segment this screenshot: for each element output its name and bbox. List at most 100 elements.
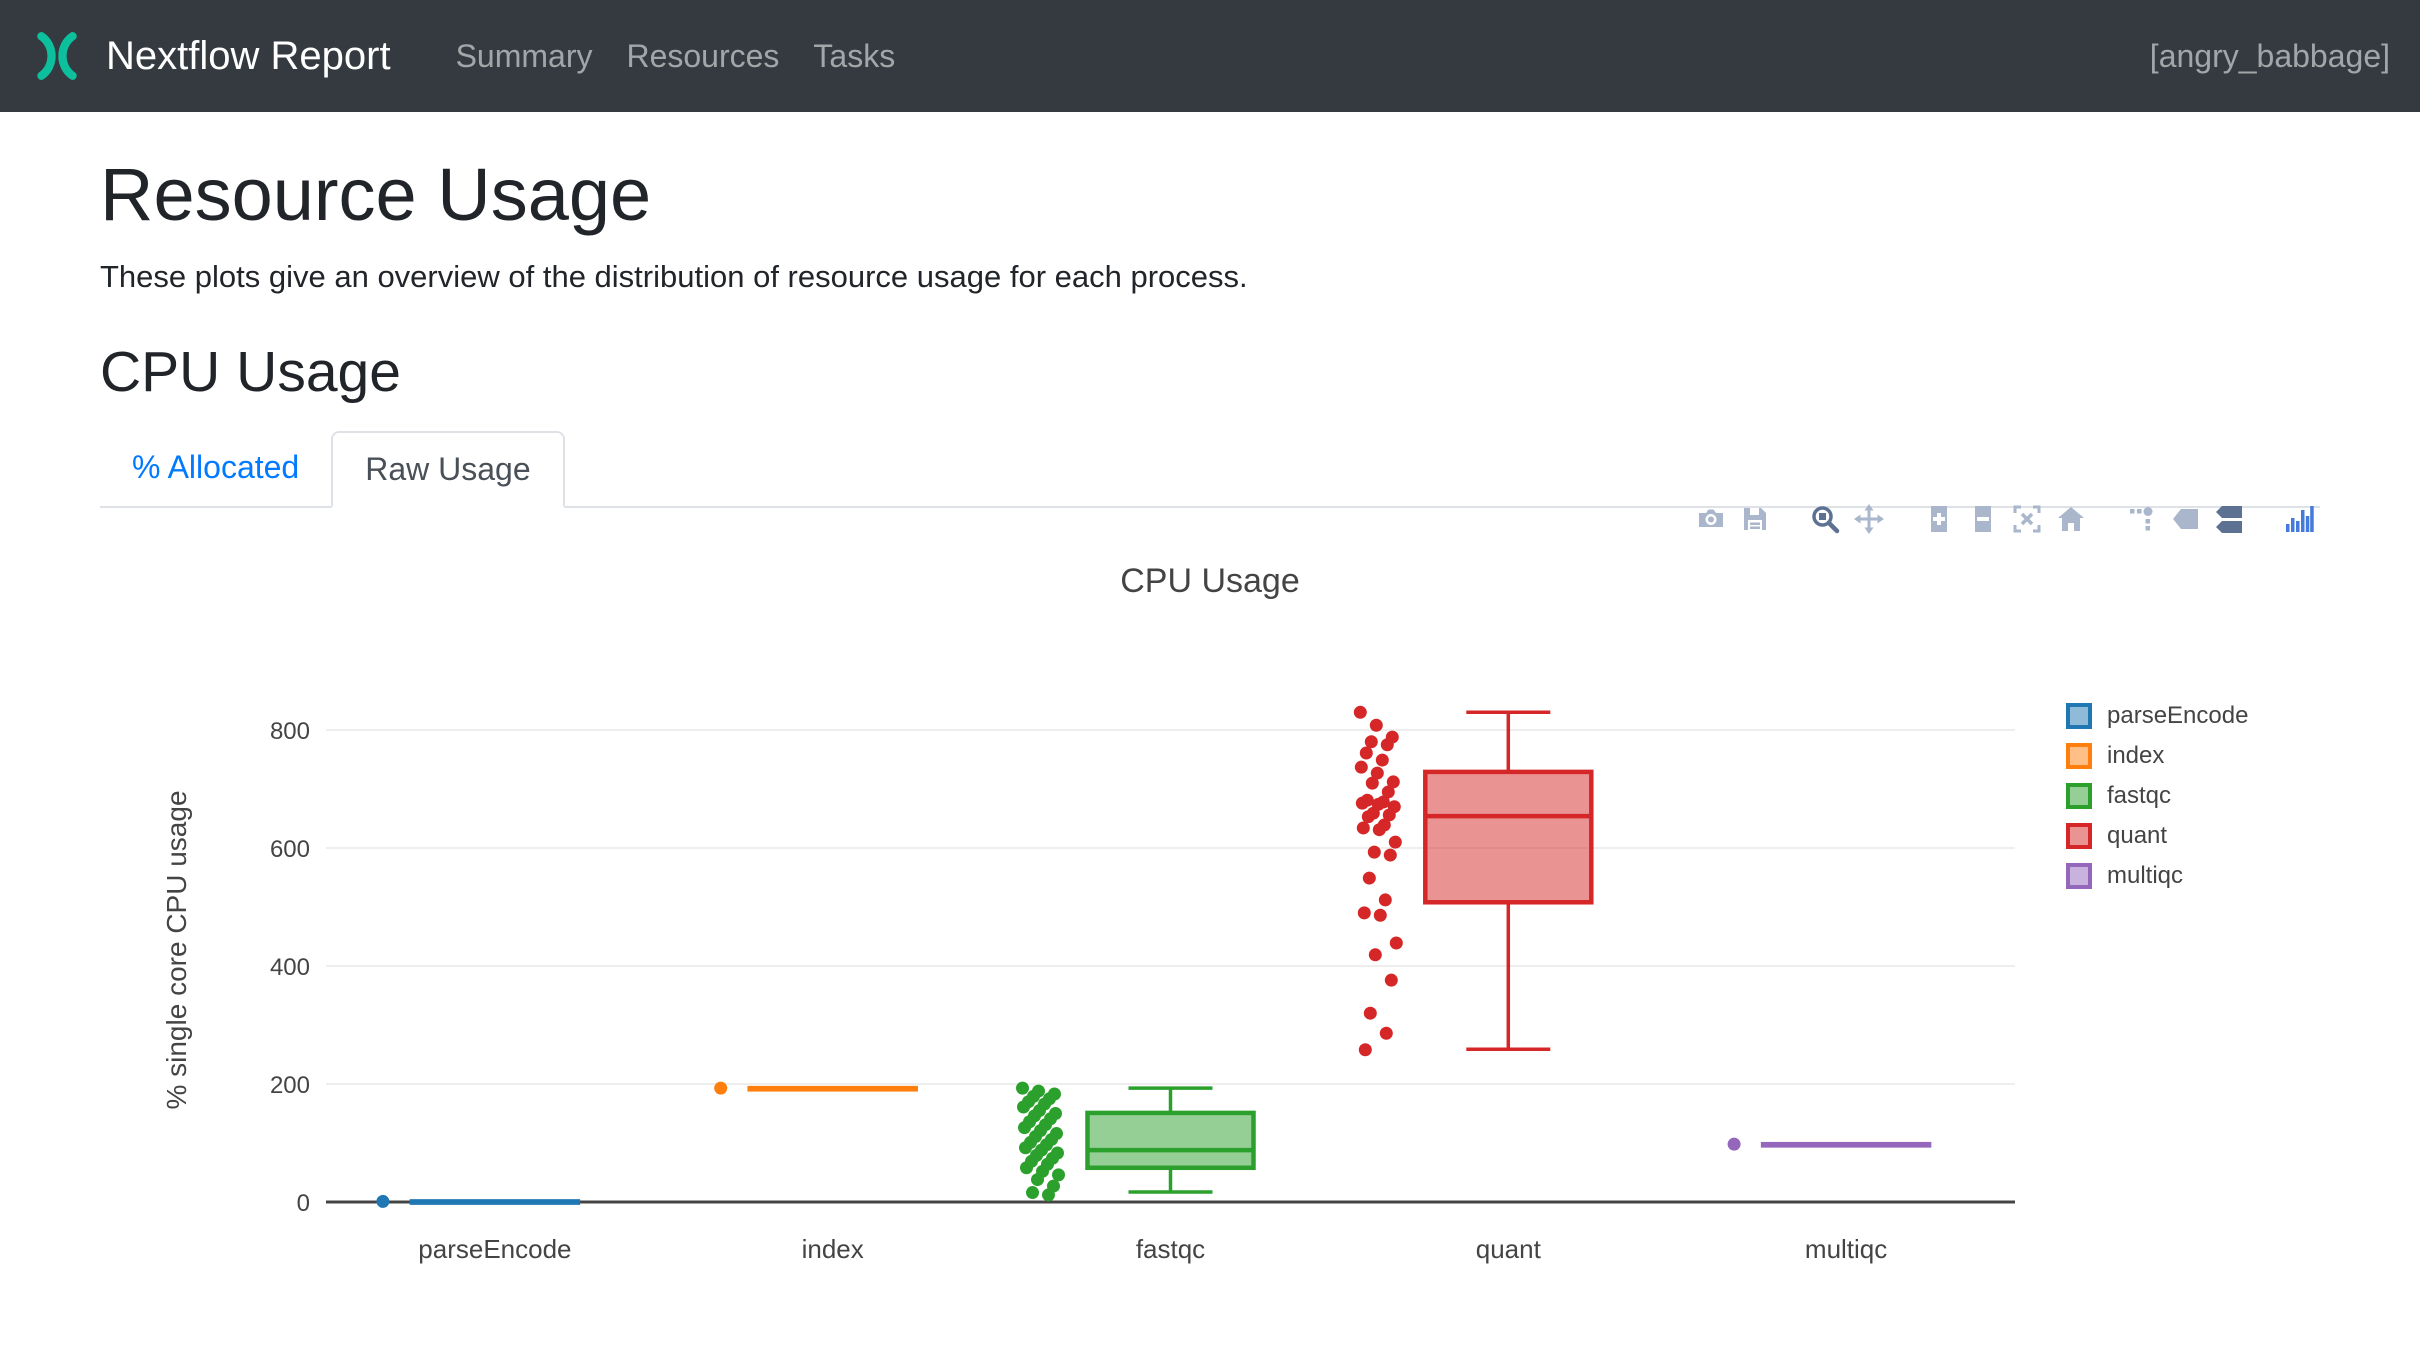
pan-icon[interactable]: [1854, 504, 1884, 534]
box-fastqc: [1085, 1110, 1256, 1171]
legend-marker-multiqc: [2066, 863, 2092, 889]
scatter-point: [1359, 746, 1373, 760]
scatter-point: [1365, 776, 1379, 790]
nav-link-resources[interactable]: Resources: [626, 37, 780, 74]
legend-label: multiqc: [2107, 862, 2184, 889]
scatter-point: [1031, 1173, 1044, 1187]
series-multiqc: [1727, 1137, 1932, 1151]
legend-marker-parseEncode: [2066, 703, 2092, 729]
run-name: [angry_babbage]: [2149, 37, 2390, 74]
legend-item-multiqc[interactable]: multiqc: [2066, 862, 2248, 890]
x-tick-label-multiqc: multiqc: [1805, 1234, 1887, 1264]
y-tick-label: 200: [270, 1072, 310, 1099]
x-tick-label-parseEncode: parseEncode: [418, 1234, 571, 1264]
scatter-point: [1018, 1121, 1031, 1135]
legend-label: quant: [2107, 822, 2168, 849]
box-index: [747, 1085, 918, 1092]
x-tick-label-index: index: [802, 1234, 864, 1264]
scatter-point: [1363, 1006, 1377, 1020]
series-parseEncode: [376, 1194, 581, 1208]
scatter-point: [1368, 948, 1382, 962]
y-tick-label: 0: [297, 1190, 310, 1217]
scatter-point: [1020, 1161, 1033, 1175]
x-tick-label-quant: quant: [1476, 1234, 1542, 1264]
y-axis-title: % single core CPU usage: [161, 790, 192, 1109]
scatter-point: [1362, 871, 1376, 885]
legend-item-parseEncode[interactable]: parseEncode: [2066, 702, 2248, 730]
scatter-point: [1358, 1043, 1372, 1057]
chart-title: CPU Usage: [1120, 562, 1300, 600]
scatter-point: [1357, 906, 1371, 920]
legend-marker-index: [2066, 743, 2092, 769]
scatter-point: [1373, 908, 1387, 922]
navbar: Nextflow Report Summary Resources Tasks …: [0, 0, 2420, 112]
scatter-point: [1378, 893, 1392, 907]
app-title: Nextflow Report: [106, 33, 391, 78]
scatter-point: [1379, 1026, 1393, 1040]
x-tick-label-fastqc: fastqc: [1136, 1234, 1205, 1264]
plotly-logo-icon[interactable]: [2284, 504, 2314, 534]
tab-bar: % Allocated Raw Usage: [100, 431, 2320, 509]
series-quant: [1353, 705, 1594, 1057]
scatter-point: [714, 1081, 728, 1095]
page-subtitle: These plots give an overview of the dist…: [100, 259, 1248, 295]
spike-lines-icon[interactable]: [2126, 504, 2156, 534]
chart-legend: parseEncode index fastqc quant multiqc: [2066, 702, 2248, 902]
legend-item-index[interactable]: index: [2066, 742, 2248, 770]
zoom-in-icon[interactable]: [1924, 504, 1954, 534]
hover-closest-icon[interactable]: [2170, 504, 2200, 534]
scatter-point: [1383, 848, 1397, 862]
series-index: [714, 1081, 918, 1095]
scatter-point: [1042, 1188, 1055, 1202]
series-fastqc: [1016, 1081, 1256, 1202]
page-title: Resource Usage: [100, 153, 652, 236]
legend-label: parseEncode: [2107, 702, 2249, 729]
scatter-point: [1382, 808, 1396, 822]
zoom-icon[interactable]: [1810, 504, 1840, 534]
scatter-point: [1356, 821, 1370, 835]
scatter-point: [1355, 796, 1369, 810]
legend-marker-quant: [2066, 823, 2092, 849]
scatter-point: [1372, 823, 1386, 837]
y-tick-label: 400: [270, 954, 310, 981]
scatter-point: [1361, 810, 1375, 824]
legend-item-fastqc[interactable]: fastqc: [2066, 782, 2248, 810]
y-tick-label: 800: [270, 718, 310, 745]
box-multiqc: [1760, 1141, 1932, 1148]
autoscale-icon[interactable]: [2012, 504, 2042, 534]
scatter-point: [1386, 775, 1400, 789]
nav-link-summary[interactable]: Summary: [455, 37, 593, 74]
cpu-usage-chart: 0 200 400 600 800 % single core CPU usage CPU …: [0, 496, 2420, 1352]
camera-icon[interactable]: [1696, 504, 1726, 534]
legend-marker-fastqc: [2066, 783, 2092, 809]
scatter-point: [1026, 1186, 1039, 1200]
nav-links: Summary Resources Tasks: [439, 38, 913, 75]
scatter-point: [1384, 973, 1398, 987]
legend-item-quant[interactable]: quant: [2066, 822, 2248, 850]
scatter-point: [1019, 1141, 1032, 1155]
scatter-point: [1375, 753, 1389, 767]
hover-compare-icon[interactable]: [2214, 504, 2244, 534]
scatter-point: [1052, 1168, 1065, 1182]
tab-percent-allocated[interactable]: % Allocated: [132, 449, 300, 486]
scatter-point: [1389, 936, 1403, 950]
y-tick-label: 600: [270, 836, 310, 863]
scatter-point: [1727, 1137, 1741, 1151]
scatter-point: [1354, 760, 1368, 774]
save-icon[interactable]: [1740, 504, 1770, 534]
scatter-point: [1016, 1081, 1029, 1095]
nav-link-tasks[interactable]: Tasks: [813, 37, 896, 74]
section-heading-cpu-usage: CPU Usage: [100, 340, 401, 405]
reset-axes-icon[interactable]: [2056, 504, 2086, 534]
tab-raw-usage[interactable]: Raw Usage: [331, 431, 565, 509]
scatter-point: [1388, 835, 1402, 849]
legend-label: index: [2107, 742, 2165, 769]
scatter-point: [1370, 766, 1384, 780]
nextflow-logo-icon: [37, 32, 77, 80]
scatter-point: [1353, 705, 1367, 719]
box-quant: [1423, 769, 1594, 905]
zoom-out-icon[interactable]: [1968, 504, 1998, 534]
scatter-point: [1380, 738, 1394, 752]
scatter-point: [1017, 1100, 1030, 1114]
scatter-point: [1364, 735, 1378, 749]
